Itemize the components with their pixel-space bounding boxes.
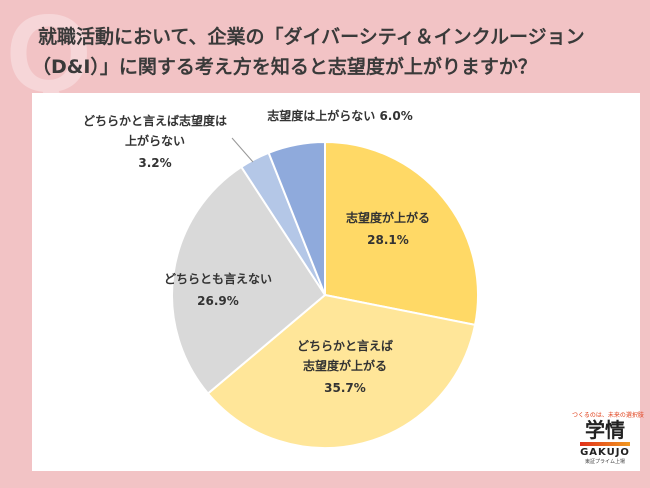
pie-slice — [267, 140, 326, 296]
page-title: 就職活動において、企業の「ダイバーシティ＆インクルージョン （D&I）」に関する考… — [32, 22, 585, 82]
slice-label: 志望度が上がる — [346, 210, 430, 225]
slice-value-label: 28.1% — [367, 233, 409, 247]
slice-value-label: 3.2% — [138, 156, 171, 170]
slice-label: どちらかと言えば志望度が上がる — [297, 338, 393, 373]
pie-slice — [171, 165, 327, 395]
logo-bar — [580, 442, 630, 446]
slice-label: 志望度は上がらない 6.0% — [267, 108, 412, 123]
title-line-1: 就職活動において、企業の「ダイバーシティ＆インクルージョン — [38, 26, 585, 48]
pie-slice — [324, 140, 479, 327]
logo-note: 東証プライム上場 — [585, 459, 625, 465]
slice-label: どちらとも言えない — [164, 271, 272, 286]
title-line-2: （D&I）」に関する考え方を知ると志望度が上がりますか？ — [32, 56, 537, 78]
slice-value-label: 35.7% — [324, 381, 366, 395]
logo-name-en: GAKUJO — [580, 447, 630, 458]
gakujo-logo: つくるのは、未来の選択肢 学情 GAKUJO 東証プライム上場 — [572, 410, 644, 465]
leader-line — [231, 137, 254, 163]
slice-value-label: 26.9% — [197, 294, 239, 308]
pie-slice — [206, 293, 477, 449]
slice-label: どちらかと言えば志望度は上がらない — [83, 113, 227, 148]
logo-tagline: つくるのは、未来の選択肢 — [572, 412, 644, 419]
logo-name-jp: 学情 — [585, 418, 625, 442]
